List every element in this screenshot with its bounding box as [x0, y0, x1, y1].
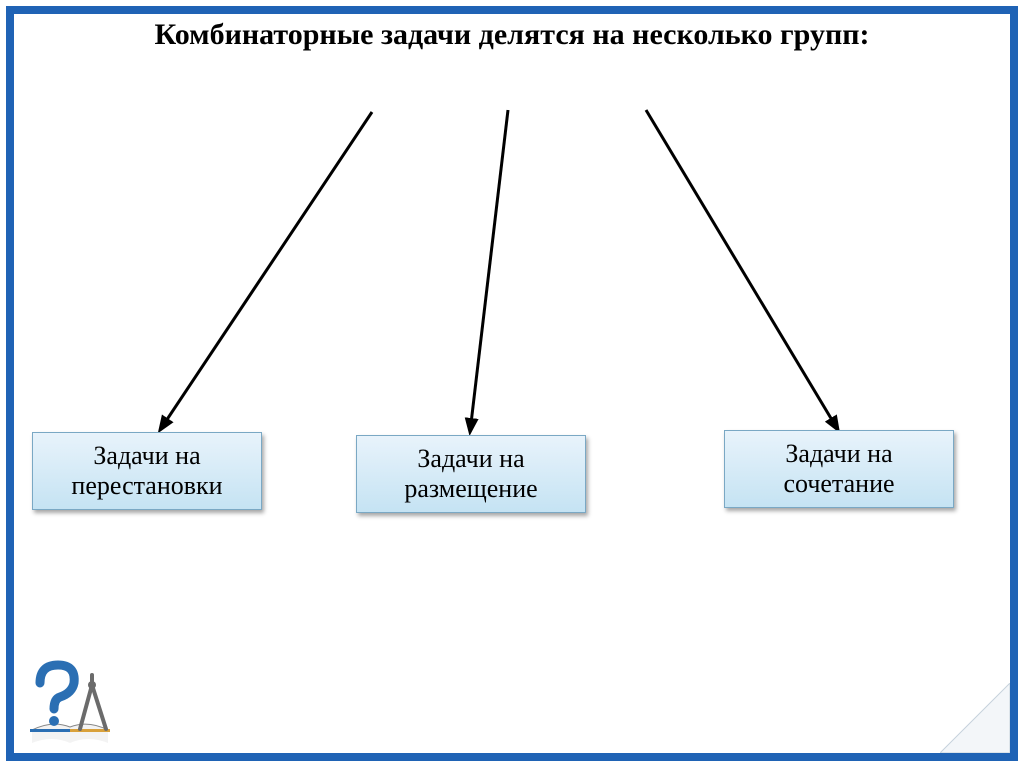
page-curl-icon	[940, 683, 1010, 753]
compass-leg-right	[92, 685, 106, 729]
box-permutations: Задачи на перестановки	[32, 432, 262, 510]
box-combination-label: Задачи на сочетание	[731, 439, 947, 499]
slide: Комбинаторные задачи делятся на нескольк…	[0, 0, 1024, 767]
box-arrangement-label: Задачи на размещение	[363, 444, 579, 504]
question-mark-dot	[49, 716, 59, 726]
book-cover-left	[30, 729, 70, 732]
question-mark-icon	[40, 665, 74, 726]
slide-frame	[6, 6, 1018, 761]
box-combination: Задачи на сочетание	[724, 430, 954, 508]
question-mark-curve	[40, 665, 74, 709]
page-curl-fold	[940, 683, 1010, 753]
box-arrangement: Задачи на размещение	[356, 435, 586, 513]
book-cover-right	[70, 729, 110, 732]
box-permutations-label: Задачи на перестановки	[39, 441, 255, 501]
decor-icon	[22, 655, 122, 745]
compass-leg-left	[80, 685, 92, 729]
slide-title-text: Комбинаторные задачи делятся на нескольк…	[154, 18, 869, 51]
slide-title: Комбинаторные задачи делятся на нескольк…	[100, 18, 924, 52]
compass-icon	[80, 675, 106, 729]
book-icon	[30, 724, 110, 743]
